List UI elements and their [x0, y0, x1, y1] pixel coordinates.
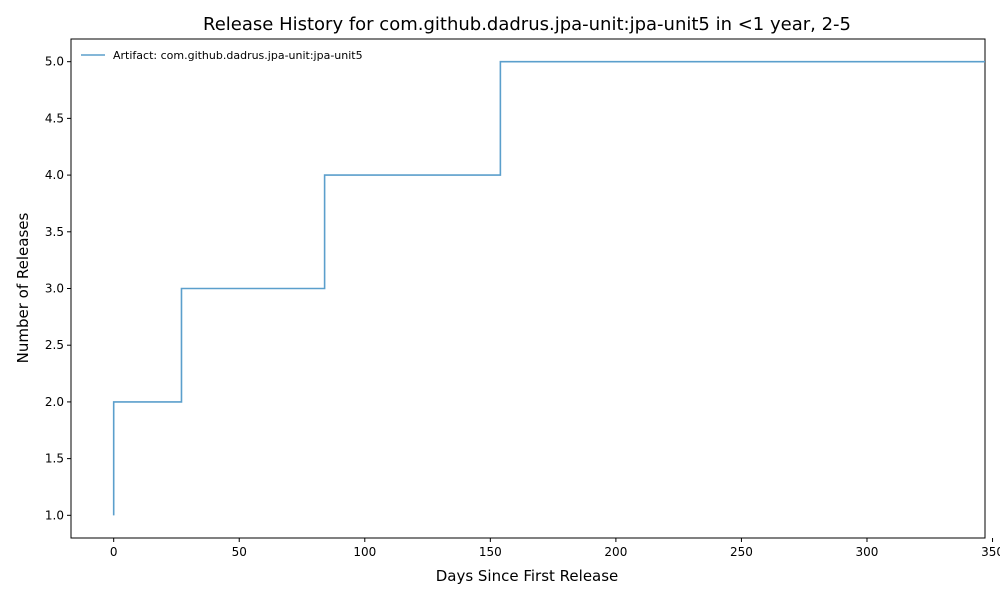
plot-area: 0 50 100 150 200 250 300 350 1.0 1.5 2.0 2.5 3.0 3.5 4…: [45, 38, 1000, 559]
x-tick-label: 200: [604, 545, 627, 559]
y-tick-label: 2.0: [45, 395, 64, 409]
y-tick-label: 1.5: [45, 452, 64, 466]
chart-title: Release History for com.github.dadrus.jp…: [203, 14, 851, 35]
x-tick-label: 300: [856, 545, 879, 559]
y-tick-label: 4.5: [45, 111, 64, 125]
series-line: [112, 60, 985, 516]
x-tick-label: 0: [110, 545, 118, 559]
x-tick-label: 50: [232, 545, 247, 559]
x-tick-label: 250: [730, 545, 753, 559]
y-tick-label: 5.0: [45, 55, 64, 69]
x-tick-label: 100: [353, 545, 376, 559]
y-tick-label: 4.0: [45, 168, 64, 182]
y-tick-label: 3.0: [45, 282, 64, 296]
y-tick-label: 1.0: [45, 508, 64, 522]
x-tick-label: 350: [981, 545, 1000, 559]
legend-label: Artifact: com.github.dadrus.jpa-unit:jpa…: [113, 49, 363, 62]
y-axis-title: Number of Releases: [14, 212, 32, 363]
y-tick-label: 2.5: [45, 338, 64, 352]
y-tick-label: 3.5: [45, 225, 64, 239]
x-axis-title: Days Since First Release: [436, 567, 619, 585]
x-tick-label: 150: [479, 545, 502, 559]
